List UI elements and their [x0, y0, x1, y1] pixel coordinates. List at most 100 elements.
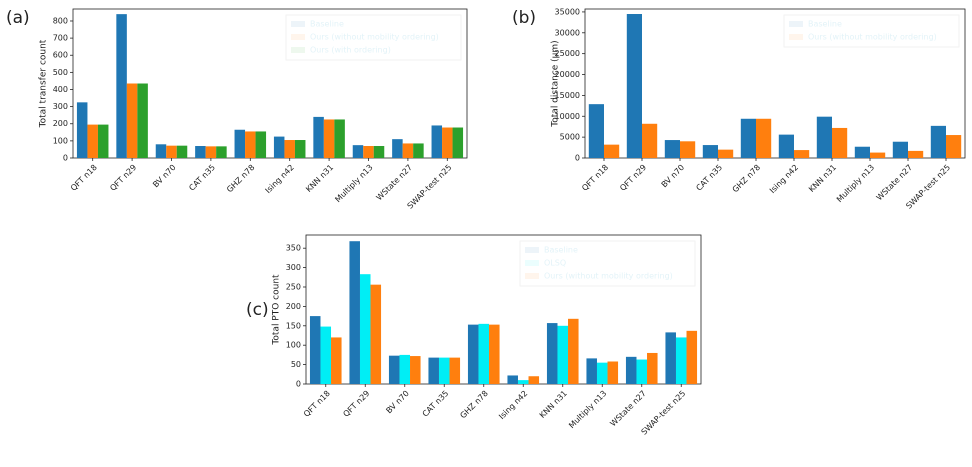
bar — [870, 152, 886, 158]
bar — [517, 380, 529, 384]
y-tick-label: 100 — [53, 136, 68, 145]
y-tick-label: 35000 — [555, 7, 580, 16]
bar — [234, 129, 246, 158]
bar — [323, 119, 335, 158]
bar — [892, 141, 908, 158]
bar — [756, 118, 772, 158]
panel-label: (c) — [246, 300, 269, 320]
y-tick-label: 15000 — [555, 91, 580, 100]
x-tick-label: GHZ n78 — [225, 163, 256, 194]
x-tick-label: Ising n42 — [264, 163, 296, 195]
y-tick-label: 700 — [53, 34, 68, 43]
x-tick-label: QFT n29 — [618, 163, 648, 193]
bar — [410, 356, 421, 384]
legend-label: Baseline — [310, 20, 344, 29]
bar — [675, 337, 687, 384]
plot-area — [305, 234, 702, 385]
bar — [195, 146, 206, 158]
bar — [137, 83, 148, 158]
legend-label: Ours (with ordering) — [310, 46, 391, 55]
x-tick-label: CAT n35 — [694, 163, 724, 193]
x-tick-label: GHZ n78 — [458, 389, 489, 420]
bar — [596, 362, 608, 384]
y-tick-label: 10000 — [555, 112, 580, 121]
bar — [116, 14, 127, 159]
x-tick-label: WState n27 — [608, 389, 648, 429]
y-tick-label: 0 — [575, 154, 580, 163]
bar — [854, 146, 870, 158]
x-tick-label: QFT n18 — [580, 163, 610, 193]
bar — [664, 140, 680, 158]
bar — [740, 118, 756, 158]
legend-swatch — [789, 34, 803, 40]
bar — [642, 123, 658, 158]
bar — [155, 144, 167, 158]
x-tick-label: QFT n18 — [69, 163, 99, 193]
bar — [349, 241, 360, 384]
y-axis-label: Total PTO count — [272, 274, 282, 346]
bar — [331, 337, 342, 384]
x-tick-label: QFT n18 — [302, 389, 332, 419]
bar — [702, 145, 718, 158]
bar — [946, 135, 962, 158]
y-tick-label: 300 — [286, 263, 301, 272]
x-tick-label: KNN n31 — [538, 389, 569, 420]
bar — [313, 116, 324, 158]
legend-label: OLSQ — [544, 259, 566, 268]
legend-label: Baseline — [808, 20, 842, 29]
bar — [166, 145, 177, 158]
x-tick-label: QFT n29 — [108, 163, 138, 193]
bar — [626, 14, 642, 158]
bar — [489, 324, 500, 384]
y-tick-label: 200 — [53, 119, 68, 128]
x-tick-label: Ising n42 — [497, 389, 529, 421]
y-tick-label: 0 — [296, 380, 301, 389]
plot-area — [72, 8, 468, 159]
subplot: 0 100 200 300 400 500 600 700 800 QFT n18 QFT n29 B… — [6, 8, 468, 211]
x-tick-label: BV n70 — [660, 163, 687, 190]
bar — [686, 330, 698, 384]
bar — [320, 326, 332, 384]
bar — [930, 125, 946, 158]
y-tick-label: 5000 — [560, 133, 580, 142]
bar — [284, 140, 295, 158]
y-tick-label: 100 — [286, 341, 301, 350]
bar — [665, 332, 676, 384]
x-tick-label: KNN n31 — [304, 163, 335, 194]
bar — [413, 143, 424, 158]
legend-box — [285, 14, 462, 61]
bar — [647, 352, 658, 384]
legend-label: Ours (without mobility ordering) — [808, 33, 937, 42]
legend-label: Baseline — [544, 246, 578, 255]
bar — [255, 131, 267, 158]
bar — [449, 357, 461, 384]
y-tick-label: 50 — [291, 360, 301, 369]
x-tick-label: BV n70 — [151, 163, 178, 190]
x-tick-label: WState n27 — [875, 163, 915, 203]
bar — [588, 104, 604, 158]
y-tick-label: 20000 — [555, 70, 580, 79]
bar — [507, 375, 518, 384]
legend-swatch — [789, 21, 803, 27]
bar — [467, 324, 479, 384]
y-tick-label: 30000 — [555, 28, 580, 37]
legend-box — [519, 240, 696, 287]
y-tick-label: 800 — [53, 16, 68, 25]
y-tick-label: 0 — [63, 154, 68, 163]
bar — [176, 145, 188, 158]
bar — [778, 134, 794, 158]
y-tick-label: 500 — [53, 68, 68, 77]
x-tick-label: Multiply n13 — [835, 163, 876, 204]
bar — [478, 323, 490, 384]
bar — [352, 145, 364, 158]
bar — [334, 119, 345, 158]
bar — [431, 125, 443, 158]
legend-label: Ours (without mobility ordering) — [544, 272, 673, 281]
y-tick-label: 300 — [53, 102, 68, 111]
legend-swatch — [291, 34, 305, 40]
legend-label: Ours (without mobility ordering) — [310, 33, 439, 42]
bar — [832, 127, 848, 158]
y-axis-label: Total distance (μm) — [551, 40, 561, 127]
bar — [309, 316, 321, 384]
